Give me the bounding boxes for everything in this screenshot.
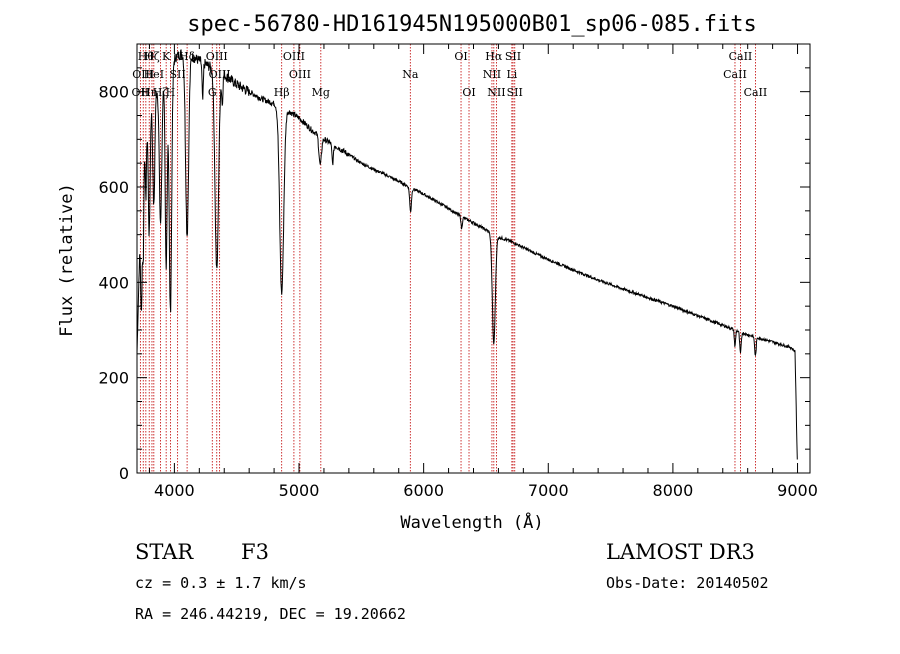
obs-date: Obs-Date: 20140502 xyxy=(606,574,769,592)
emission-line-label: NII xyxy=(483,68,501,81)
emission-line-label: OII xyxy=(132,86,150,99)
redshift-info: cz = 0.3 ± 1.7 km/s xyxy=(135,574,307,592)
emission-line-label: Li xyxy=(506,68,517,81)
emission-line-label: Hθ xyxy=(138,50,155,63)
emission-line-label: Hζ xyxy=(144,50,160,63)
emission-line-label: OI xyxy=(454,50,467,63)
emission-line-labels: OIIOIIIHθHηHζHeIHζKHSIIHδGOIIIOIIIHβOIII… xyxy=(132,50,768,99)
emission-line-label: HeI xyxy=(144,68,164,81)
emission-line-label: Hβ xyxy=(274,86,290,99)
x-tick-label: 6000 xyxy=(403,481,444,500)
object-subclass: F3 xyxy=(241,540,269,564)
emission-line-label: OIII xyxy=(289,68,311,81)
emission-line-label: Na xyxy=(402,68,419,81)
object-type: STAR xyxy=(135,540,194,564)
emission-line-label: Mg xyxy=(312,86,330,99)
x-tick-label: 5000 xyxy=(279,481,320,500)
spectrum-line xyxy=(136,49,798,460)
emission-line-label: OIII xyxy=(206,50,228,63)
x-tick-label: 8000 xyxy=(653,481,694,500)
y-tick-label: 200 xyxy=(98,369,129,388)
x-tick-label: 9000 xyxy=(777,481,818,500)
emission-line-label: NII xyxy=(487,86,505,99)
emission-line-label: CaII xyxy=(723,68,747,81)
x-axis-ticks: 4000 5000 6000 7000 8000 9000 xyxy=(148,44,818,500)
emission-line-label: OI xyxy=(462,86,475,99)
y-tick-label: 400 xyxy=(98,273,129,292)
emission-line-markers xyxy=(139,44,756,473)
emission-line-label: CaII xyxy=(744,86,768,99)
y-tick-label: 600 xyxy=(98,178,129,197)
x-tick-label: 4000 xyxy=(154,481,195,500)
y-tick-label: 800 xyxy=(98,83,129,102)
emission-line-label: K xyxy=(162,50,171,63)
emission-line-label: SII xyxy=(507,86,523,99)
emission-line-label: OIII xyxy=(283,50,305,63)
emission-line-label: SII xyxy=(505,50,521,63)
emission-line-label: G xyxy=(208,86,217,99)
y-tick-label: 0 xyxy=(119,464,129,483)
survey-name: LAMOST DR3 xyxy=(606,540,755,564)
coordinates: RA = 246.44219, DEC = 19.20662 xyxy=(135,605,406,623)
plot-frame xyxy=(136,43,811,474)
chart-title: spec-56780-HD161945N195000B01_sp06-085.f… xyxy=(187,12,757,37)
y-axis-label: Flux (relative) xyxy=(57,183,77,337)
emission-line-label: H xyxy=(166,86,176,99)
emission-line-label: OIII xyxy=(132,68,154,81)
emission-line-label: CaII xyxy=(729,50,753,63)
y-axis-ticks: 0 200 400 600 800 xyxy=(98,43,810,483)
emission-line-label: Hη xyxy=(141,86,157,99)
x-axis-label: Wavelength (Å) xyxy=(400,511,543,533)
emission-line-label: Hα xyxy=(485,50,503,63)
x-tick-label: 7000 xyxy=(528,481,569,500)
